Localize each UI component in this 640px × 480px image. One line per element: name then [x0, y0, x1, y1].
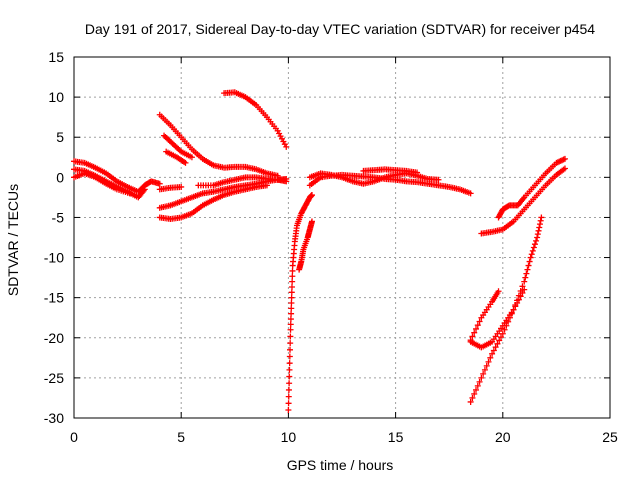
series-markers [156, 182, 270, 223]
series-markers [163, 148, 189, 166]
chart-title: Day 191 of 2017, Sidereal Day-to-day VTE… [85, 21, 595, 37]
axis-ticks: 0 5 10 15 20 25 -30 -25 -20 -15 -10 -5 0 5 10 15 [44, 49, 618, 445]
series-markers [478, 165, 568, 237]
x-tick-label: 0 [70, 429, 78, 445]
series-markers [221, 89, 290, 150]
series-arc-g [156, 182, 270, 223]
x-tick-label: 15 [388, 429, 404, 445]
x-tick-label: 5 [177, 429, 185, 445]
series-markers [71, 170, 133, 197]
y-tick-label: -15 [44, 290, 64, 306]
x-tick-label: 20 [495, 429, 511, 445]
series-markers [467, 288, 502, 344]
series-arc-k [221, 89, 290, 150]
y-tick-label: -10 [44, 250, 64, 266]
series-arc-c [71, 170, 133, 197]
series-arc-t [495, 155, 568, 221]
series-markers [467, 214, 545, 405]
y-tick-label: 0 [56, 169, 64, 185]
series-markers [195, 174, 290, 189]
series-arc-e [161, 132, 195, 161]
series-arc-p [360, 166, 421, 176]
y-axis-label: SDTVAR / TECUs [5, 184, 21, 296]
series-markers [296, 218, 315, 273]
series-arc-f [163, 148, 189, 166]
series-markers [156, 111, 281, 179]
y-tick-label: -20 [44, 330, 64, 346]
x-axis-label: GPS time / hours [287, 457, 394, 473]
series-arc-q [467, 214, 545, 405]
series-arc-d [156, 111, 281, 179]
x-tick-label: 10 [281, 429, 297, 445]
y-tick-label: 10 [48, 89, 64, 105]
series-markers [71, 158, 163, 195]
y-tick-label: -30 [44, 410, 64, 426]
series-markers [360, 166, 421, 176]
series-markers [285, 191, 315, 413]
series-arc-i [156, 183, 185, 193]
grid [74, 57, 610, 418]
y-tick-label: -5 [52, 209, 65, 225]
series-arc-s [467, 288, 502, 344]
series-arc-l [285, 191, 315, 413]
series-arc-j [195, 174, 290, 189]
y-tick-label: 15 [48, 49, 64, 65]
plot-frame [73, 56, 611, 419]
series-arc-a [71, 158, 163, 195]
y-tick-label: -25 [44, 370, 64, 386]
series-markers [161, 132, 195, 161]
series-arc-u [478, 165, 568, 237]
data-marks [71, 89, 568, 413]
y-tick-label: 5 [56, 129, 64, 145]
series-arc-m [296, 218, 315, 273]
x-tick-label: 25 [602, 429, 618, 445]
series-markers [156, 183, 185, 193]
series-markers [495, 155, 568, 221]
